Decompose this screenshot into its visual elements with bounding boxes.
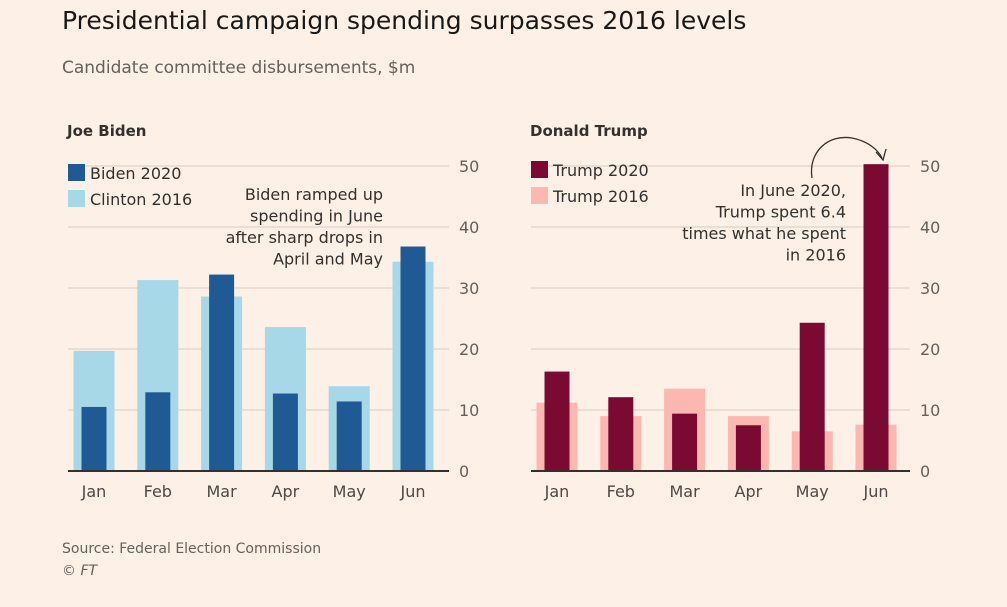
trump-y-tick-label: 30 [920, 279, 940, 298]
trump-legend-label: Trump 2016 [552, 187, 649, 206]
biden-legend-swatch [68, 190, 85, 207]
trump-legend-swatch [531, 187, 548, 204]
annotation-arrow [810, 136, 883, 179]
trump-bar-2020-feb [608, 397, 634, 471]
trump-legend-label: Trump 2020 [552, 161, 649, 180]
credit-note: © FT [62, 563, 98, 579]
biden-x-tick-label: Mar [207, 482, 238, 501]
biden-bar-2020-jan [81, 406, 107, 471]
biden-annotation-line: Biden ramped up [245, 185, 383, 204]
trump-x-tick-label: Mar [670, 482, 701, 501]
biden-y-tick-label: 40 [459, 218, 479, 237]
trump-bar-2020-jun [863, 164, 889, 472]
trump-x-tick-label: Jun [863, 482, 889, 501]
biden-legend-label: Clinton 2016 [90, 190, 192, 209]
trump-annotation-line: Trump spent 6.4 [715, 203, 846, 222]
trump-y-tick-label: 20 [920, 340, 940, 359]
chart-title: Presidential campaign spending surpasses… [62, 6, 747, 35]
biden-x-tick-label: Apr [272, 482, 300, 501]
chart-subtitle: Candidate committee disbursements, $m [62, 58, 416, 78]
trump-y-tick-label: 0 [920, 462, 930, 481]
biden-y-tick-label: 30 [459, 279, 479, 298]
trump-bar-2020-mar [672, 413, 698, 471]
biden-y-tick-label: 50 [459, 157, 479, 176]
trump-bar-2020-jan [544, 371, 570, 471]
biden-annotation-line: April and May [273, 250, 383, 269]
biden-legend-label: Biden 2020 [90, 164, 181, 183]
biden-x-tick-label: Jun [400, 482, 426, 501]
biden-annotation-line: spending in June [250, 207, 383, 226]
trump-y-tick-label: 50 [920, 157, 940, 176]
biden-bar-2020-may [336, 401, 362, 471]
trump-y-tick-label: 10 [920, 401, 940, 420]
trump-y-tick-label: 40 [920, 218, 940, 237]
trump-x-tick-label: May [796, 482, 829, 501]
trump-bar-2020-apr [735, 425, 761, 471]
panel-title-biden: Joe Biden [67, 122, 147, 140]
biden-legend-swatch [68, 164, 85, 181]
annotation-arrowhead [875, 148, 887, 162]
biden-x-tick-label: Feb [144, 482, 172, 501]
trump-bar-2020-may [799, 322, 825, 471]
trump-x-tick-label: Jan [544, 482, 570, 501]
biden-bar-2020-feb [145, 392, 171, 471]
biden-y-tick-label: 0 [459, 462, 469, 481]
trump-x-tick-label: Apr [735, 482, 763, 501]
biden-bar-2020-mar [209, 274, 235, 471]
biden-bar-2020-jun [400, 246, 426, 471]
trump-x-tick-label: Feb [607, 482, 635, 501]
panel-title-trump: Donald Trump [530, 122, 648, 140]
trump-annotation-line: times what he spent [682, 224, 846, 243]
source-note: Source: Federal Election Commission [62, 541, 322, 557]
biden-x-tick-label: Jan [81, 482, 107, 501]
biden-bar-2020-apr [272, 393, 298, 471]
trump-legend-swatch [531, 161, 548, 178]
trump-annotation-line: In June 2020, [740, 181, 846, 200]
biden-y-tick-label: 20 [459, 340, 479, 359]
biden-x-tick-label: May [333, 482, 366, 501]
trump-annotation-line: in 2016 [786, 246, 846, 265]
biden-y-tick-label: 10 [459, 401, 479, 420]
biden-annotation-line: after sharp drops in [226, 228, 383, 247]
